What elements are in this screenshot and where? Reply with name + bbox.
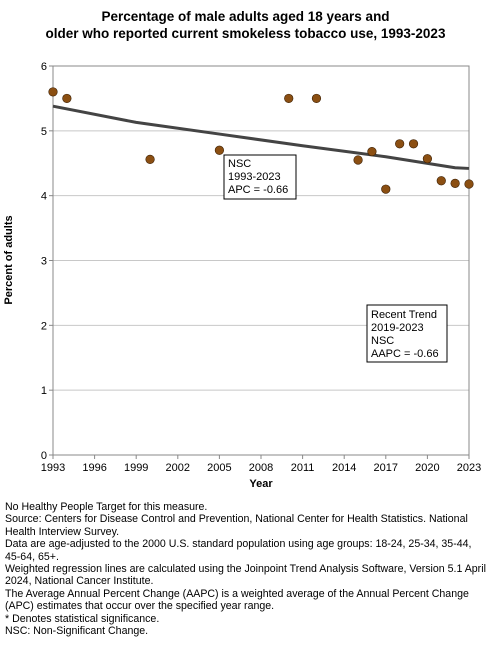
annotation-line: 2019-2023	[371, 322, 424, 334]
scatter-chart: 0 1 2 3 4 5 6 1993 1996 1999 2002 2005 2008 2011 2014…	[3, 61, 481, 490]
annotation-box	[366, 304, 448, 363]
footnote: No Healthy People Target for this measur…	[5, 501, 208, 513]
footnote: The Average Annual Percent Change (AAPC)…	[5, 587, 469, 613]
data-point	[450, 178, 460, 188]
x-tick-label: 2002	[166, 462, 190, 474]
trend-line	[52, 104, 470, 170]
annotation-line: NSC	[371, 335, 394, 347]
x-axis-title: Year	[249, 478, 273, 490]
x-tick-label: 2014	[332, 462, 356, 474]
chart-title: Percentage of male adults aged 18 years …	[0, 8, 491, 42]
annotation-recent-trend: Recent Trend 2019-2023 NSC AAPC = -0.66	[366, 304, 448, 363]
x-tick-label: 2008	[249, 462, 273, 474]
y-tick-label: 5	[41, 126, 47, 138]
y-tick-label: 1	[41, 385, 47, 397]
y-tick-label: 0	[41, 450, 47, 462]
annotation-line: 1993-2023	[228, 171, 281, 183]
footnotes: No Healthy People Target for this measur…	[5, 501, 489, 637]
data-point	[464, 179, 474, 189]
annotation-nsc-1993-2023: NSC 1993-2023 APC = -0.66	[223, 154, 297, 200]
annotation-line: AAPC = -0.66	[371, 348, 439, 360]
data-point	[381, 184, 391, 194]
data-point	[422, 154, 433, 164]
data-point	[395, 139, 405, 149]
x-tick-label: 2023	[457, 462, 481, 474]
footnote: * Denotes statistical significance.	[5, 612, 160, 625]
annotation-line: NSC	[228, 158, 251, 170]
annotation-box	[223, 154, 297, 200]
x-tick-label: 2011	[291, 462, 315, 474]
x-tick-label: 1996	[82, 462, 106, 474]
x-tick-labels: 1993 1996 1999 2002 2005 2008 2011 2014 2017 2020…	[41, 455, 481, 474]
data-point	[284, 93, 294, 104]
x-tick-label: 1999	[124, 462, 148, 474]
data-point	[214, 145, 224, 155]
data-point	[436, 176, 446, 186]
annotation-line: Recent Trend	[371, 309, 437, 321]
data-point	[367, 146, 377, 157]
footnote: Data are age-adjusted to the 2000 U.S. s…	[5, 538, 472, 563]
x-tick-label: 2005	[207, 462, 231, 474]
data-point	[62, 93, 72, 104]
data-point	[311, 93, 322, 104]
data-points	[48, 87, 474, 194]
y-tick-label: 2	[41, 320, 47, 332]
y-tick-labels: 0 1 2 3 4 5 6	[41, 61, 53, 462]
footnote: NSC: Non-Significant Change.	[5, 625, 149, 638]
x-tick-label: 1993	[41, 462, 65, 474]
data-point	[145, 154, 155, 164]
footnote: Weighted regression lines are calculated…	[5, 563, 486, 588]
y-tick-label: 4	[41, 191, 47, 203]
x-tick-label: 2020	[415, 462, 439, 474]
chart-title-line-2: older who reported current smokeless tob…	[45, 26, 446, 41]
y-axis-title: Percent of adults	[3, 215, 15, 304]
data-point	[48, 87, 58, 97]
data-point	[353, 155, 363, 165]
data-point	[408, 139, 419, 149]
annotation-line: APC = -0.66	[228, 184, 288, 196]
x-tick-label: 2017	[374, 462, 398, 474]
footnote: Source: Centers for Disease Control and …	[5, 513, 468, 538]
y-tick-label: 6	[41, 61, 47, 73]
chart-title-line-1: Percentage of male adults aged 18 years …	[101, 9, 390, 24]
y-tick-label: 3	[41, 256, 47, 268]
